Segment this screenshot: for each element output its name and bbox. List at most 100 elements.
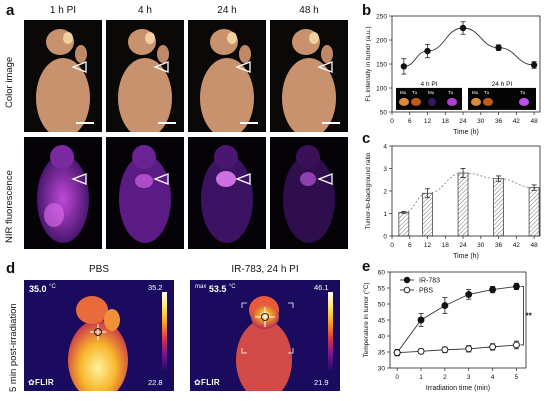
scale-bar xyxy=(322,122,340,124)
data-point xyxy=(489,286,497,294)
x-tick-label: 24 xyxy=(459,242,467,249)
nir-image-1h xyxy=(24,137,102,249)
colorbar-pbs xyxy=(162,292,167,370)
y-tick-label: 30 xyxy=(378,366,386,373)
data-point xyxy=(489,343,497,351)
series-line xyxy=(403,27,535,67)
panel-label-c: c xyxy=(362,130,371,147)
x-tick-label: 2 xyxy=(443,374,447,381)
thermal-body-pbs xyxy=(68,296,128,391)
thermal-image-ir783: max 53.5 °C ✿FLIR 46.1 21.9 xyxy=(190,280,340,391)
data-point xyxy=(441,302,449,310)
x-tick-label: 42 xyxy=(513,242,521,249)
colorbar-min-ir783: 21.9 xyxy=(314,378,329,387)
bar xyxy=(457,172,469,237)
x-tick-label: 12 xyxy=(424,242,432,249)
bar xyxy=(493,178,504,237)
x-tick-label: 6 xyxy=(408,118,412,125)
x-tick-label: 6 xyxy=(408,242,412,249)
mouse-nir-4h xyxy=(119,145,171,243)
nir-image-24h xyxy=(188,137,266,249)
bar xyxy=(422,192,433,237)
y-tick-label: 1 xyxy=(383,211,387,218)
legend-label: PBS xyxy=(419,288,433,295)
column-title-48h: 48 h xyxy=(299,5,319,16)
x-tick-label: 3 xyxy=(467,374,471,381)
y-tick-label: 40 xyxy=(378,334,386,341)
thermal-title-pbs: PBS xyxy=(88,264,109,275)
x-tick-label: 12 xyxy=(424,118,432,125)
column-title-4h: 4 h xyxy=(138,5,152,16)
colorbar-max-ir783: 46.1 xyxy=(314,283,329,292)
scale-bar xyxy=(240,122,258,124)
significance-marker: ** xyxy=(525,312,532,321)
scale-bar xyxy=(158,122,176,124)
y-tick-label: 50 xyxy=(380,110,388,117)
x-tick-label: 18 xyxy=(442,118,450,125)
x-tick-label: 36 xyxy=(495,118,503,125)
inset-organ xyxy=(471,97,481,106)
color-image-48h xyxy=(270,20,348,132)
nir-image-4h xyxy=(106,137,184,249)
y-tick-label: 60 xyxy=(378,270,386,277)
inset-tag: Tu xyxy=(412,90,418,95)
nir-image-48h xyxy=(270,137,348,249)
inset-tag: Mu xyxy=(428,90,435,95)
panel-label-d: d xyxy=(6,260,16,277)
inset-organ xyxy=(447,97,457,106)
data-point xyxy=(393,349,401,357)
x-tick-label: 42 xyxy=(513,118,521,125)
inset-tag: Tu xyxy=(520,90,526,95)
pbs-temp-readout: 35.0 °C xyxy=(29,284,56,294)
colorbar-ir783 xyxy=(328,292,333,370)
bar xyxy=(528,187,540,237)
y-axis-label: Tumor-to-background ratio xyxy=(365,152,372,229)
chart-b-fl-intensity: 0 6 12 18 24 30 36 42 48 50 100 150 200 250 Time (h) FL… xyxy=(365,14,541,136)
ir783-temp-readout: max 53.5 °C xyxy=(195,284,236,294)
x-tick-label: 48 xyxy=(530,118,538,125)
panel-label-a: a xyxy=(6,2,15,19)
y-tick-label: 0 xyxy=(383,234,387,241)
data-point xyxy=(417,316,425,324)
flir-logo: ✿FLIR xyxy=(28,378,54,387)
data-point xyxy=(513,341,520,349)
legend-marker xyxy=(403,276,411,284)
inset-label-4h: 4 h PI xyxy=(421,81,438,88)
color-image-24h xyxy=(188,20,266,132)
x-axis-label: Irradiation time (min) xyxy=(426,385,490,392)
column-title-24h: 24 h xyxy=(217,5,237,16)
x-tick-label: 48 xyxy=(530,242,538,249)
data-point xyxy=(417,347,425,355)
x-tick-label: 4 xyxy=(491,374,495,381)
x-tick-label: 30 xyxy=(477,242,485,249)
data-point xyxy=(400,63,408,70)
x-axis-label: Time (h) xyxy=(453,253,479,260)
series-line-ir-783 xyxy=(396,285,517,353)
thermal-image-pbs: 35.0 °C ✿FLIR 35.2 22.8 xyxy=(24,280,174,391)
legend-label: IR-783 xyxy=(419,278,440,285)
plot-frame xyxy=(389,271,527,369)
row-label-color-image: Color image xyxy=(4,56,15,108)
y-tick-label: 4 xyxy=(383,144,387,151)
row-label-nir-fluorescence: NIR fluorescence xyxy=(4,170,15,243)
color-image-1h xyxy=(24,20,102,132)
row-label-post-irradiation: 5 min post-irradiation xyxy=(8,303,19,392)
x-tick-label: 0 xyxy=(390,118,394,125)
inset-organ xyxy=(411,97,421,106)
mouse-color-4h xyxy=(118,29,172,132)
x-tick-label: 5 xyxy=(515,374,519,381)
thermal-title-ir783: IR-783, 24 h PI xyxy=(231,264,299,275)
scale-bar xyxy=(76,122,94,124)
panel-label-b: b xyxy=(362,2,372,19)
mouse-nir-1h xyxy=(37,145,89,243)
bar xyxy=(398,212,410,237)
series-line-pbs xyxy=(397,344,517,354)
data-point xyxy=(465,345,473,353)
x-tick-label: 0 xyxy=(390,242,394,249)
y-tick-label: 50 xyxy=(378,302,386,309)
color-image-4h xyxy=(106,20,184,132)
column-title-1h: 1 h PI xyxy=(49,5,77,16)
inset-tag: Mu xyxy=(472,90,479,95)
